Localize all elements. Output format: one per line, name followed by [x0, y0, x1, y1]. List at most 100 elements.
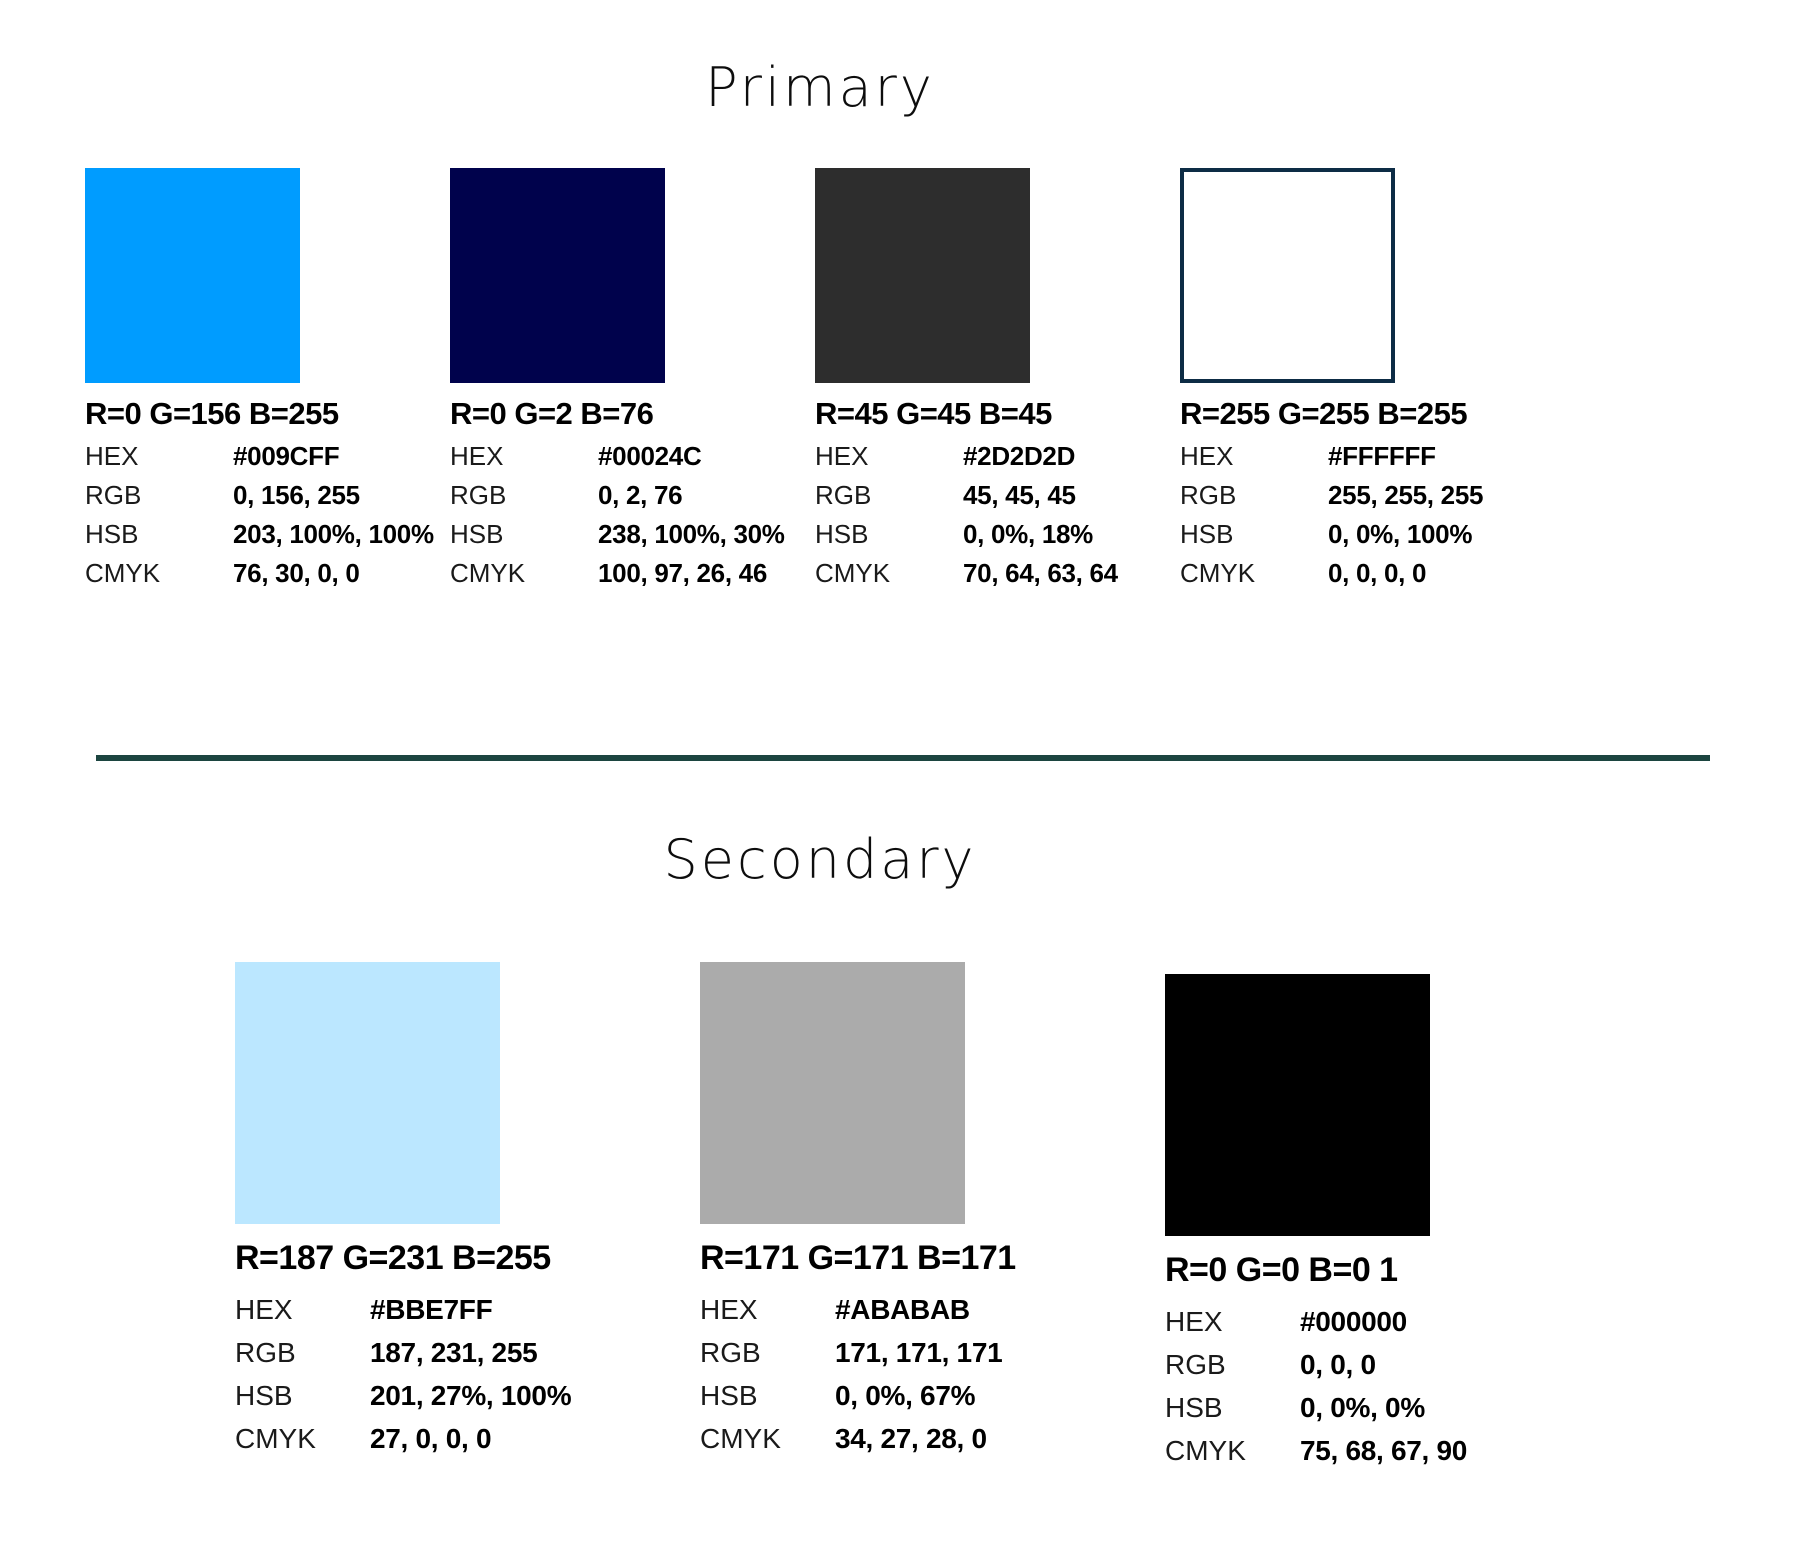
color-swatch: [85, 168, 300, 383]
swatch-specs: HEX #00024C RGB 0, 2, 76 HSB 238, 100%, 30%…: [450, 441, 815, 597]
spec-row-cmyk: CMYK 75, 68, 67, 90: [1165, 1435, 1630, 1478]
spec-label-cmyk: CMYK: [85, 558, 161, 588]
spec-value-hsb: 0, 0%, 0%: [1300, 1392, 1425, 1423]
spec-label-hex: HEX: [815, 441, 869, 471]
spec-label-rgb: RGB: [235, 1337, 296, 1368]
color-swatch: [815, 168, 1030, 383]
spec-row-hex: HEX #FFFFFF: [1180, 441, 1545, 480]
swatch-rgb-title: R=0 G=156 B=255: [85, 396, 339, 431]
spec-row-rgb: RGB 187, 231, 255: [235, 1337, 700, 1380]
swatch-specs: HEX #009CFF RGB 0, 156, 255 HSB 203, 100%, …: [85, 441, 450, 597]
spec-value-rgb: 45, 45, 45: [963, 480, 1076, 510]
primary-section-heading: Primary: [705, 56, 935, 119]
swatch-card: R=171 G=171 B=171 HEX #ABABAB RGB 171, 171…: [700, 962, 1165, 1466]
swatch-card: R=187 G=231 B=255 HEX #BBE7FF RGB 187, 231…: [235, 962, 700, 1466]
spec-value-hsb: 201, 27%, 100%: [370, 1380, 572, 1411]
spec-row-hsb: HSB 0, 0%, 18%: [815, 519, 1180, 558]
swatch-card: R=0 G=0 B=0 1 HEX #000000 RGB 0, 0, 0 HSB 0…: [1165, 974, 1630, 1478]
spec-row-hex: HEX #00024C: [450, 441, 815, 480]
section-divider: [96, 755, 1710, 761]
spec-label-rgb: RGB: [450, 480, 507, 510]
color-swatch: [235, 962, 500, 1224]
swatch-rgb-title: R=45 G=45 B=45: [815, 396, 1052, 431]
spec-row-hsb: HSB 0, 0%, 0%: [1165, 1392, 1630, 1435]
spec-value-rgb: 0, 2, 76: [598, 480, 683, 510]
spec-value-rgb: 171, 171, 171: [835, 1337, 1003, 1368]
spec-value-hex: #2D2D2D: [963, 441, 1076, 471]
spec-label-hsb: HSB: [235, 1380, 293, 1411]
swatch-card: R=45 G=45 B=45 HEX #2D2D2D RGB 45, 45, 45 …: [815, 168, 1180, 597]
spec-value-hsb: 203, 100%, 100%: [233, 519, 434, 549]
spec-value-rgb: 187, 231, 255: [370, 1337, 538, 1368]
spec-value-hsb: 0, 0%, 100%: [1328, 519, 1473, 549]
spec-row-rgb: RGB 255, 255, 255: [1180, 480, 1545, 519]
spec-label-hex: HEX: [700, 1294, 758, 1325]
spec-label-hsb: HSB: [815, 519, 869, 549]
spec-label-hex: HEX: [1180, 441, 1234, 471]
swatch-rgb-title: R=171 G=171 B=171: [700, 1239, 1016, 1277]
spec-row-hex: HEX #000000: [1165, 1306, 1630, 1349]
spec-value-cmyk: 76, 30, 0, 0: [233, 558, 360, 588]
secondary-section-heading: Secondary: [663, 828, 977, 891]
spec-label-rgb: RGB: [700, 1337, 761, 1368]
spec-label-cmyk: CMYK: [1180, 558, 1256, 588]
spec-label-hsb: HSB: [700, 1380, 758, 1411]
spec-row-cmyk: CMYK 100, 97, 26, 46: [450, 558, 815, 597]
swatch-card: R=0 G=156 B=255 HEX #009CFF RGB 0, 156, 25…: [85, 168, 450, 597]
spec-label-cmyk: CMYK: [450, 558, 526, 588]
spec-row-hex: HEX #ABABAB: [700, 1294, 1165, 1337]
spec-value-cmyk: 34, 27, 28, 0: [835, 1423, 987, 1454]
spec-value-hsb: 0, 0%, 67%: [835, 1380, 976, 1411]
spec-label-rgb: RGB: [815, 480, 872, 510]
spec-value-cmyk: 100, 97, 26, 46: [598, 558, 767, 588]
spec-row-cmyk: CMYK 27, 0, 0, 0: [235, 1423, 700, 1466]
spec-label-hsb: HSB: [1180, 519, 1234, 549]
primary-swatch-row: R=0 G=156 B=255 HEX #009CFF RGB 0, 156, 25…: [85, 168, 1545, 597]
spec-row-hex: HEX #009CFF: [85, 441, 450, 480]
spec-label-rgb: RGB: [85, 480, 142, 510]
swatch-specs: HEX #2D2D2D RGB 45, 45, 45 HSB 0, 0%, 18% C…: [815, 441, 1180, 597]
spec-value-hex: #009CFF: [233, 441, 340, 471]
spec-row-cmyk: CMYK 70, 64, 63, 64: [815, 558, 1180, 597]
color-swatch: [700, 962, 965, 1224]
color-swatch: [1180, 168, 1395, 383]
spec-row-rgb: RGB 0, 2, 76: [450, 480, 815, 519]
swatch-specs: HEX #ABABAB RGB 171, 171, 171 HSB 0, 0%, 67…: [700, 1294, 1165, 1466]
spec-row-hex: HEX #2D2D2D: [815, 441, 1180, 480]
spec-value-hex: #BBE7FF: [370, 1294, 493, 1325]
color-swatch: [450, 168, 665, 383]
spec-value-cmyk: 0, 0, 0, 0: [1328, 558, 1427, 588]
secondary-swatch-row: R=187 G=231 B=255 HEX #BBE7FF RGB 187, 231…: [235, 962, 1630, 1478]
swatch-rgb-title: R=187 G=231 B=255: [235, 1239, 551, 1277]
spec-value-rgb: 0, 156, 255: [233, 480, 360, 510]
swatch-rgb-title: R=0 G=2 B=76: [450, 396, 654, 431]
spec-value-hsb: 0, 0%, 18%: [963, 519, 1093, 549]
spec-row-cmyk: CMYK 76, 30, 0, 0: [85, 558, 450, 597]
swatch-rgb-title: R=255 G=255 B=255: [1180, 396, 1468, 431]
spec-row-hsb: HSB 201, 27%, 100%: [235, 1380, 700, 1423]
spec-value-cmyk: 27, 0, 0, 0: [370, 1423, 492, 1454]
spec-row-rgb: RGB 0, 0, 0: [1165, 1349, 1630, 1392]
spec-row-hsb: HSB 238, 100%, 30%: [450, 519, 815, 558]
spec-row-rgb: RGB 45, 45, 45: [815, 480, 1180, 519]
spec-value-cmyk: 75, 68, 67, 90: [1300, 1435, 1468, 1466]
spec-row-hsb: HSB 0, 0%, 100%: [1180, 519, 1545, 558]
spec-value-rgb: 255, 255, 255: [1328, 480, 1484, 510]
spec-value-hex: #FFFFFF: [1328, 441, 1436, 471]
swatch-specs: HEX #000000 RGB 0, 0, 0 HSB 0, 0%, 0% CMYK 7…: [1165, 1306, 1630, 1478]
spec-label-cmyk: CMYK: [1165, 1435, 1246, 1466]
spec-label-rgb: RGB: [1165, 1349, 1226, 1380]
spec-row-cmyk: CMYK 0, 0, 0, 0: [1180, 558, 1545, 597]
swatch-card: R=255 G=255 B=255 HEX #FFFFFF RGB 255, 255…: [1180, 168, 1545, 597]
spec-label-cmyk: CMYK: [700, 1423, 781, 1454]
spec-label-hex: HEX: [235, 1294, 293, 1325]
spec-row-hsb: HSB 0, 0%, 67%: [700, 1380, 1165, 1423]
spec-value-rgb: 0, 0, 0: [1300, 1349, 1376, 1380]
spec-label-hsb: HSB: [450, 519, 504, 549]
spec-value-hex: #00024C: [598, 441, 702, 471]
spec-label-rgb: RGB: [1180, 480, 1237, 510]
spec-label-hex: HEX: [85, 441, 139, 471]
spec-row-rgb: RGB 171, 171, 171: [700, 1337, 1165, 1380]
spec-value-cmyk: 70, 64, 63, 64: [963, 558, 1118, 588]
